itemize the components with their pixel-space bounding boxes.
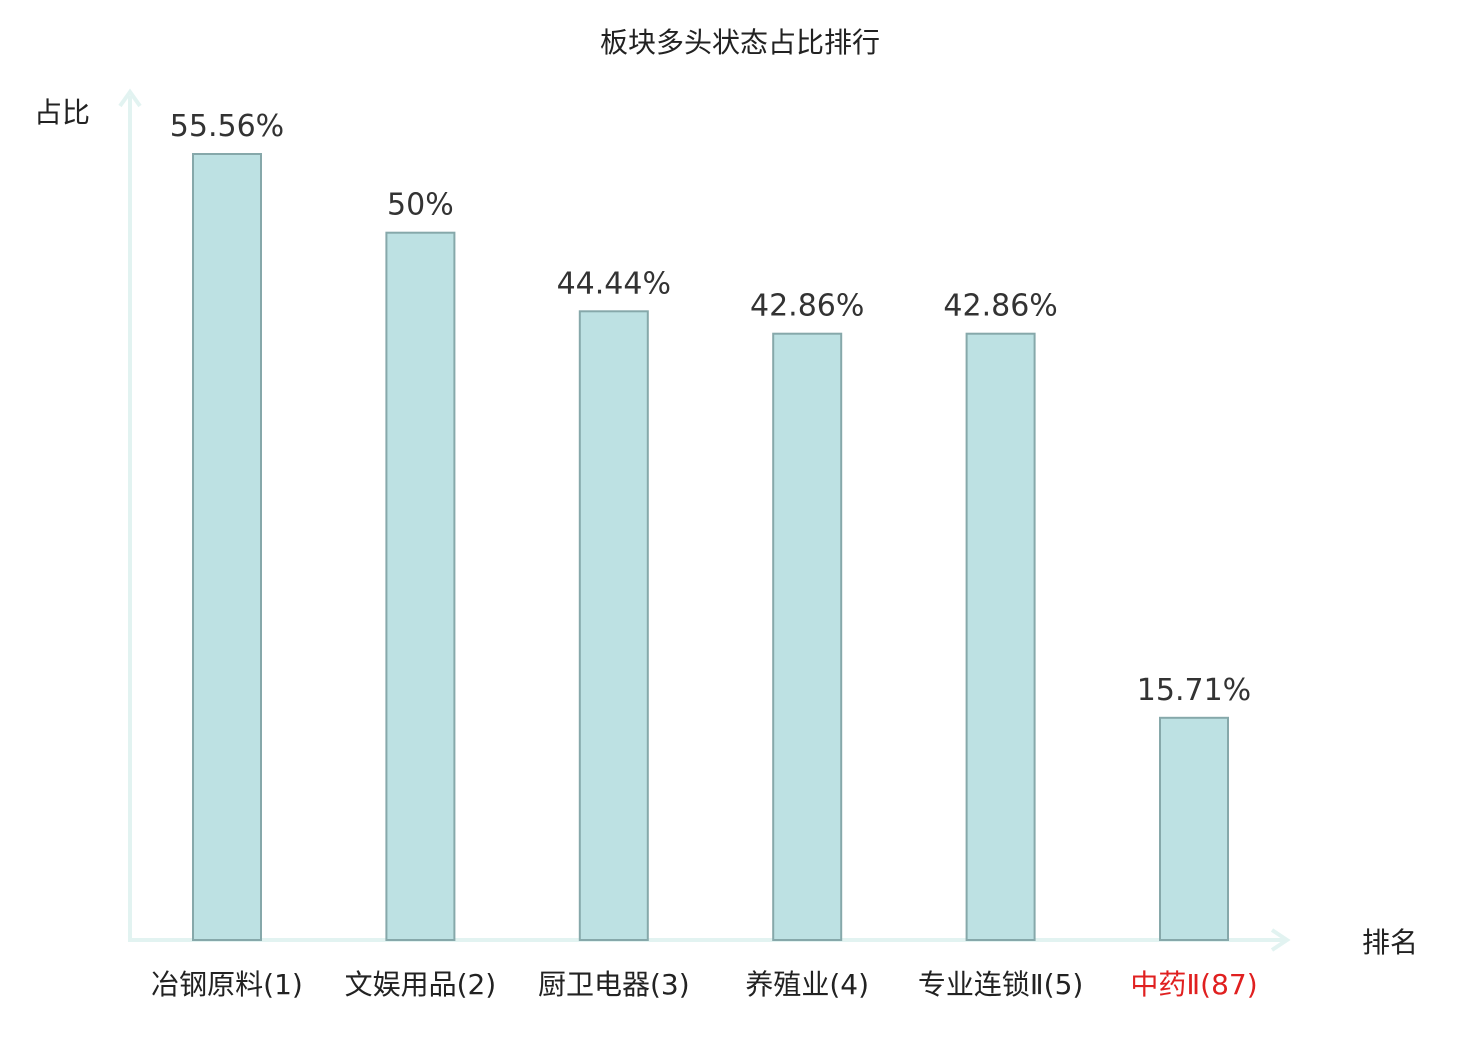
y-axis: 占比 — [34, 88, 142, 940]
value-label: 55.56% — [170, 109, 284, 144]
bar — [192, 153, 262, 941]
value-label: 42.86% — [750, 289, 864, 324]
tick-label: 冶钢原料(1) — [151, 968, 303, 1001]
value-label: 50% — [387, 188, 454, 223]
bar — [385, 231, 456, 941]
value-label: 42.86% — [943, 289, 1057, 324]
bar — [1159, 716, 1229, 941]
bar — [578, 310, 649, 941]
value-labels-group: 55.56% 50% 44.44% 42.86% 42.86% 15.71% — [170, 109, 1251, 708]
tick-label: 中药Ⅱ(87) — [1130, 968, 1257, 1001]
tick-label: 养殖业(4) — [745, 968, 869, 1001]
y-axis-arrow — [118, 88, 142, 108]
bar — [965, 332, 1036, 941]
value-label: 15.71% — [1137, 673, 1251, 708]
tick-label: 专业连锁Ⅱ(5) — [918, 968, 1083, 1001]
tick-label: 厨卫电器(3) — [538, 968, 690, 1001]
bar — [772, 332, 843, 941]
tick-label: 文娱用品(2) — [345, 968, 497, 1001]
value-label: 44.44% — [557, 266, 671, 301]
x-axis-label: 排名 — [1362, 926, 1418, 959]
bars-group — [192, 153, 1229, 941]
chart-title: 板块多头状态占比排行 — [600, 26, 880, 59]
x-axis-arrow — [1270, 928, 1291, 952]
y-axis-label: 占比 — [34, 96, 90, 129]
tick-labels-group: 冶钢原料(1) 文娱用品(2) 厨卫电器(3) 养殖业(4) 专业连锁Ⅱ(5) 中药Ⅱ(8… — [151, 968, 1257, 1001]
x-axis: 排名 — [128, 926, 1418, 959]
